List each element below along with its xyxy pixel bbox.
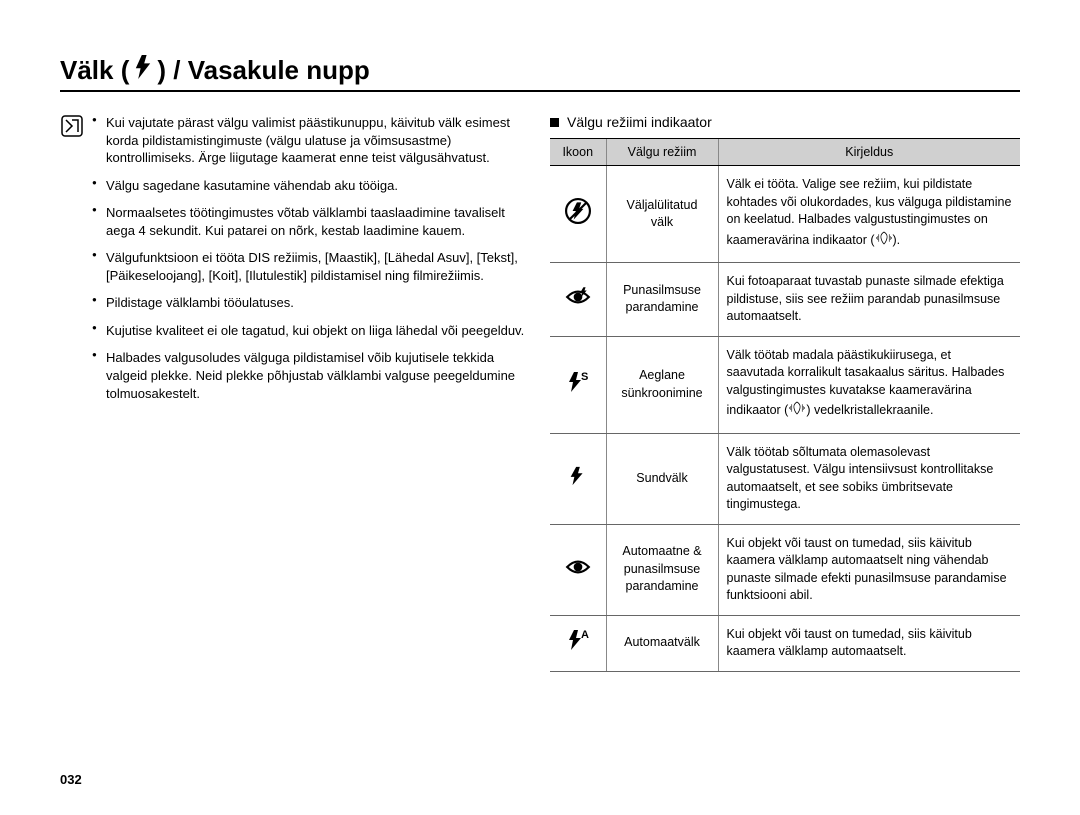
table-subhead: Välgu režiimi indikaator [550,114,1020,130]
mode-label: Automaatvälk [606,615,718,671]
mode-desc: Välk ei tööta. Valige see režiim, kui pi… [718,166,1020,263]
note-icon [60,114,84,143]
page-number: 032 [60,772,82,787]
note-item: Halbades valgusoludes välguga pildistami… [92,349,530,402]
camera-shake-icon [788,399,806,423]
mode-desc: Kui objekt või taust on tumedad, siis kä… [718,524,1020,615]
mode-desc: Välk töötab sõltumata olemasolevast valg… [718,433,1020,524]
note-item: Pildistage välklambi tööulatuses. [92,294,530,312]
note-item: Välgufunktsioon ei tööta DIS režiimis, [… [92,249,530,284]
note-item: Välgu sagedane kasutamine vähendab aku t… [92,177,530,195]
mode-label: Punasilmsuse parandamine [606,263,718,337]
mode-label: Aeglane sünkroonimine [606,336,718,433]
page-title: Välk ( ) / Vasakule nupp [60,55,1020,92]
redeye-fix-icon [550,263,606,337]
mode-desc: Välk töötab madala päästikukiirusega, et… [718,336,1020,433]
mode-desc: Kui fotoaparaat tuvastab punaste silmade… [718,263,1020,337]
table-row: Automaatvälk Kui objekt või taust on tum… [550,615,1020,671]
table-row: Sundvälk Välk töötab sõltumata olemasole… [550,433,1020,524]
table-row: Aeglane sünkroonimine Välk töötab madala… [550,336,1020,433]
mode-label: Automaatne & punasilmsuse parandamine [606,524,718,615]
notes-list: Kui vajutate pärast välgu valimist pääst… [92,114,530,402]
camera-shake-icon [875,229,893,253]
col-icon: Ikoon [550,139,606,166]
mode-label: Sundvälk [606,433,718,524]
subhead-text: Välgu režiimi indikaator [567,114,712,130]
auto-redeye-icon [550,524,606,615]
fill-flash-icon [550,433,606,524]
title-prefix: Välk ( [60,55,129,86]
auto-flash-icon [550,615,606,671]
flash-off-icon [550,166,606,263]
flash-modes-table: Ikoon Välgu režiim Kirjeldus Väljalülita… [550,138,1020,672]
table-row: Automaatne & punasilmsuse parandamine Ku… [550,524,1020,615]
note-item: Kui vajutate pärast välgu valimist pääst… [92,114,530,167]
mode-desc: Kui objekt või taust on tumedad, siis kä… [718,615,1020,671]
slow-sync-icon [550,336,606,433]
mode-label: Väljalülitatud välk [606,166,718,263]
title-suffix: ) / Vasakule nupp [157,55,369,86]
notes-box: Kui vajutate pärast välgu valimist pääst… [60,114,530,412]
table-row: Punasilmsuse parandamine Kui fotoaparaat… [550,263,1020,337]
col-desc: Kirjeldus [718,139,1020,166]
table-row: Väljalülitatud välk Välk ei tööta. Valig… [550,166,1020,263]
flash-icon [133,55,153,84]
note-item: Kujutise kvaliteet ei ole tagatud, kui o… [92,322,530,340]
col-mode: Välgu režiim [606,139,718,166]
note-item: Normaalsetes töötingimustes võtab välkla… [92,204,530,239]
